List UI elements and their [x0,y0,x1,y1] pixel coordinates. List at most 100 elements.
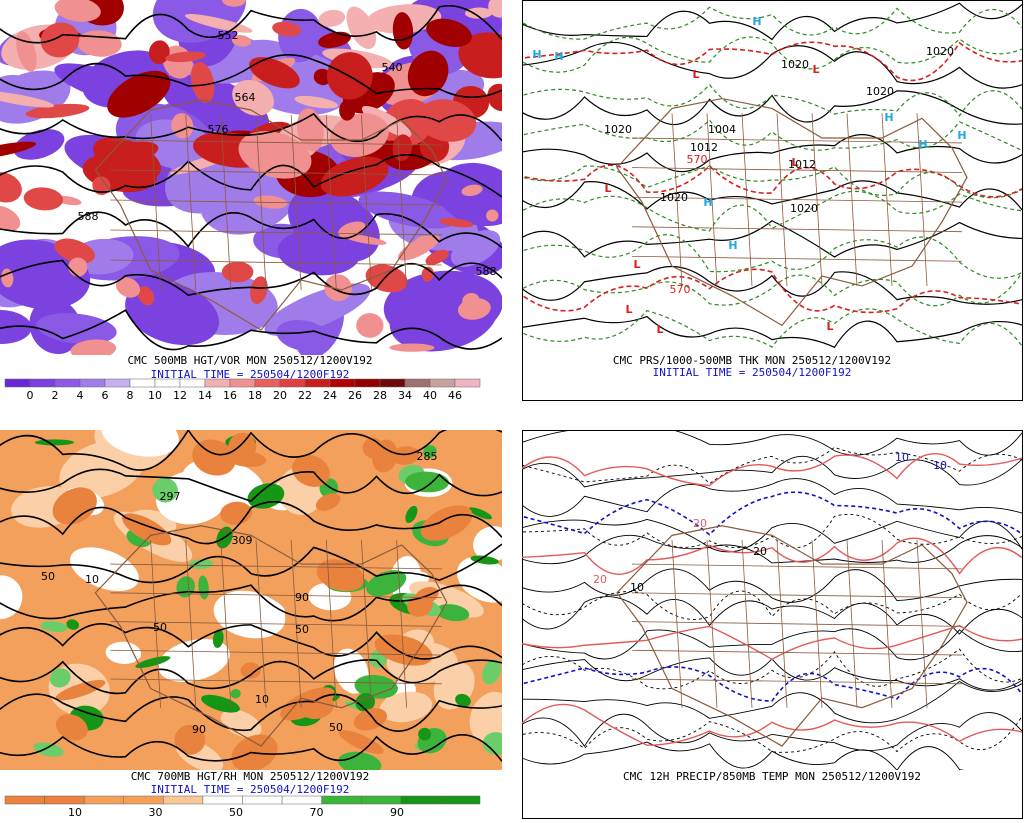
field-blob [0,141,36,160]
field-blob [276,319,332,352]
colorbar-box [254,378,281,388]
contour [522,268,1022,314]
field-blob [389,343,435,352]
field-blob [240,593,286,618]
field-blob [13,129,65,160]
field-blob [414,235,430,249]
field-blob [198,575,209,600]
field-blob [148,40,170,65]
contour [0,468,502,503]
colorbar-box [104,378,131,388]
field-blob [70,339,117,355]
field-blob [482,659,502,685]
field-blob [457,298,491,320]
field-blob [405,505,418,523]
contour-label: 10 [85,573,99,586]
state-border [220,114,232,291]
caption: CMC PRS/1000-500MB THK MON 250512/1200V1… [613,354,891,367]
contour [0,211,502,249]
contour [522,265,1022,305]
pressure-center: H [957,129,966,142]
field-blob [469,691,502,743]
contour [522,165,1022,199]
pressure-center: L [826,320,833,333]
contour [522,624,1022,661]
field-blob [232,79,274,116]
contour-label: 1012 [690,141,718,154]
field-blob [458,32,502,79]
pressure-center: H [703,196,712,209]
pressure-center: L [625,303,632,316]
field-blob [92,176,111,196]
colorbar-box [440,795,481,805]
state-border [110,199,442,206]
contour-label: 90 [192,723,206,736]
contour [522,452,1022,487]
state-border [846,113,858,286]
field-blob [417,99,477,142]
contour [522,568,1022,603]
colorbar-box [44,795,85,805]
contour [522,2,1022,41]
contour-label: 564 [235,91,256,104]
colorbar-box [321,795,362,805]
colorbar-label: 2 [52,389,59,402]
colorbar-label: 8 [127,389,134,402]
state-border [110,678,442,685]
field-blob [407,50,449,97]
caption: CMC 12H PRECIP/850MB TEMP MON 250512/120… [623,770,921,783]
pressure-center: H [532,48,541,61]
contour-label: 1020 [604,123,632,136]
colorbar-label: 28 [373,389,387,402]
contour-label: 1020 [926,45,954,58]
contour [0,623,502,660]
contour [522,446,1022,485]
colorbar-label: 12 [173,389,187,402]
colorbar-label: 6 [102,389,109,402]
colorbar-label: 90 [390,806,404,819]
colorbar-box [329,378,356,388]
colorbar-box [404,378,431,388]
map: 552 540 564 576 588 588 [0,0,502,355]
colorbar-box [54,378,81,388]
contour [522,703,1022,746]
colorbar-box [79,378,106,388]
colorbar-label: 22 [298,389,312,402]
field-blob [55,679,106,701]
state-border [325,114,337,291]
field-blob [426,18,472,47]
field-blob [438,218,474,228]
contour-label: 540 [382,61,403,74]
field-blob [227,451,267,468]
contour-label: 1020 [781,58,809,71]
state-border [110,592,442,599]
colorbar-label: 10 [68,806,82,819]
contour-label: 570 [687,153,708,166]
map: 10 10 20 20 10 20 [522,430,1022,770]
field-blob [0,172,22,203]
colorbar-label: 40 [423,389,437,402]
field-blob [250,276,268,304]
state-border [631,196,963,203]
field-blob [383,270,502,341]
contour-label: 1012 [788,158,816,171]
field-blob [34,187,49,208]
contour [522,666,1022,702]
field-blob [107,70,171,118]
field-blob [231,35,252,47]
field-blob [66,619,80,630]
colorbar-label: 14 [198,389,212,402]
contour [522,36,1022,73]
contour [0,659,502,695]
country-border [616,525,968,747]
colorbar-label: 16 [223,389,237,402]
country-border [94,525,448,747]
field-blob [34,439,75,446]
field-blob [486,209,499,222]
colorbar-box [279,378,306,388]
contour [522,680,1022,724]
contour-label: 285 [417,450,438,463]
pressure-center: L [791,156,798,169]
contour [0,734,502,762]
field-blob [338,751,382,770]
